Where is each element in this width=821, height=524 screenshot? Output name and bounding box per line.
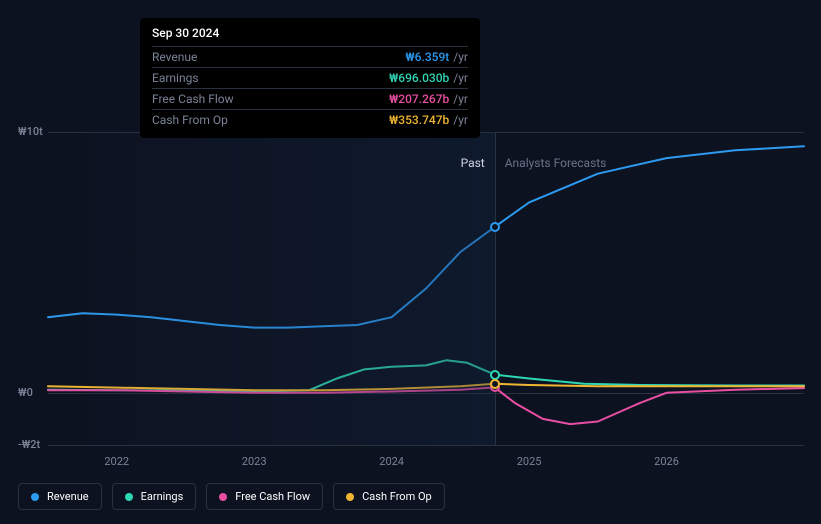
- tooltip-row-label: Free Cash Flow: [152, 92, 234, 106]
- tooltip-row-value: ₩353.747b/yr: [389, 113, 468, 127]
- chart-plot-area: Past Analysts Forecasts: [48, 132, 804, 445]
- legend-item[interactable]: Cash From Op: [333, 483, 445, 510]
- y-axis-label: ₩0: [18, 386, 33, 399]
- legend-item[interactable]: Free Cash Flow: [206, 483, 323, 510]
- legend-item[interactable]: Revenue: [18, 483, 102, 510]
- legend-dot-icon: [346, 493, 354, 501]
- x-axis-label: 2025: [517, 455, 542, 468]
- y-axis-label: -₩2t: [18, 438, 40, 451]
- tooltip-row-value: ₩6.359t/yr: [405, 50, 468, 64]
- tooltip-date: Sep 30 2024: [152, 26, 468, 40]
- tooltip-row: Free Cash Flow ₩207.267b/yr: [152, 88, 468, 109]
- section-label-past: Past: [461, 156, 485, 170]
- x-axis-label: 2023: [242, 455, 267, 468]
- tooltip-row-label: Cash From Op: [152, 113, 228, 127]
- tooltip-row-value: ₩696.030b/yr: [389, 71, 468, 85]
- tooltip-row: Cash From Op ₩353.747b/yr: [152, 109, 468, 130]
- legend-label: Free Cash Flow: [235, 490, 310, 503]
- legend-label: Revenue: [47, 490, 89, 503]
- past-shading: [48, 132, 495, 445]
- tooltip-row-value: ₩207.267b/yr: [389, 92, 468, 106]
- legend-label: Earnings: [141, 490, 184, 503]
- legend-dot-icon: [125, 493, 133, 501]
- legend-dot-icon: [219, 493, 227, 501]
- past-forecast-divider: [495, 132, 496, 445]
- x-axis-label: 2026: [654, 455, 679, 468]
- section-label-forecast: Analysts Forecasts: [505, 156, 607, 170]
- x-axis-label: 2022: [104, 455, 129, 468]
- y-axis-label: ₩10t: [18, 125, 43, 138]
- chart-container: ₩10t₩0-₩2t Past Analysts Forecasts 20222…: [18, 125, 804, 445]
- tooltip-row-label: Revenue: [152, 50, 197, 64]
- tooltip-row: Revenue ₩6.359t/yr: [152, 46, 468, 67]
- legend-label: Cash From Op: [362, 490, 432, 503]
- legend-item[interactable]: Earnings: [112, 483, 197, 510]
- legend-dot-icon: [31, 493, 39, 501]
- series-marker: [490, 379, 500, 389]
- tooltip-card: Sep 30 2024 Revenue ₩6.359t/yr Earnings ₩69…: [140, 18, 480, 138]
- tooltip-row: Earnings ₩696.030b/yr: [152, 67, 468, 88]
- legend: Revenue Earnings Free Cash Flow Cash From O…: [18, 483, 445, 510]
- x-axis-label: 2024: [379, 455, 404, 468]
- series-marker: [490, 222, 500, 232]
- tooltip-row-label: Earnings: [152, 71, 199, 85]
